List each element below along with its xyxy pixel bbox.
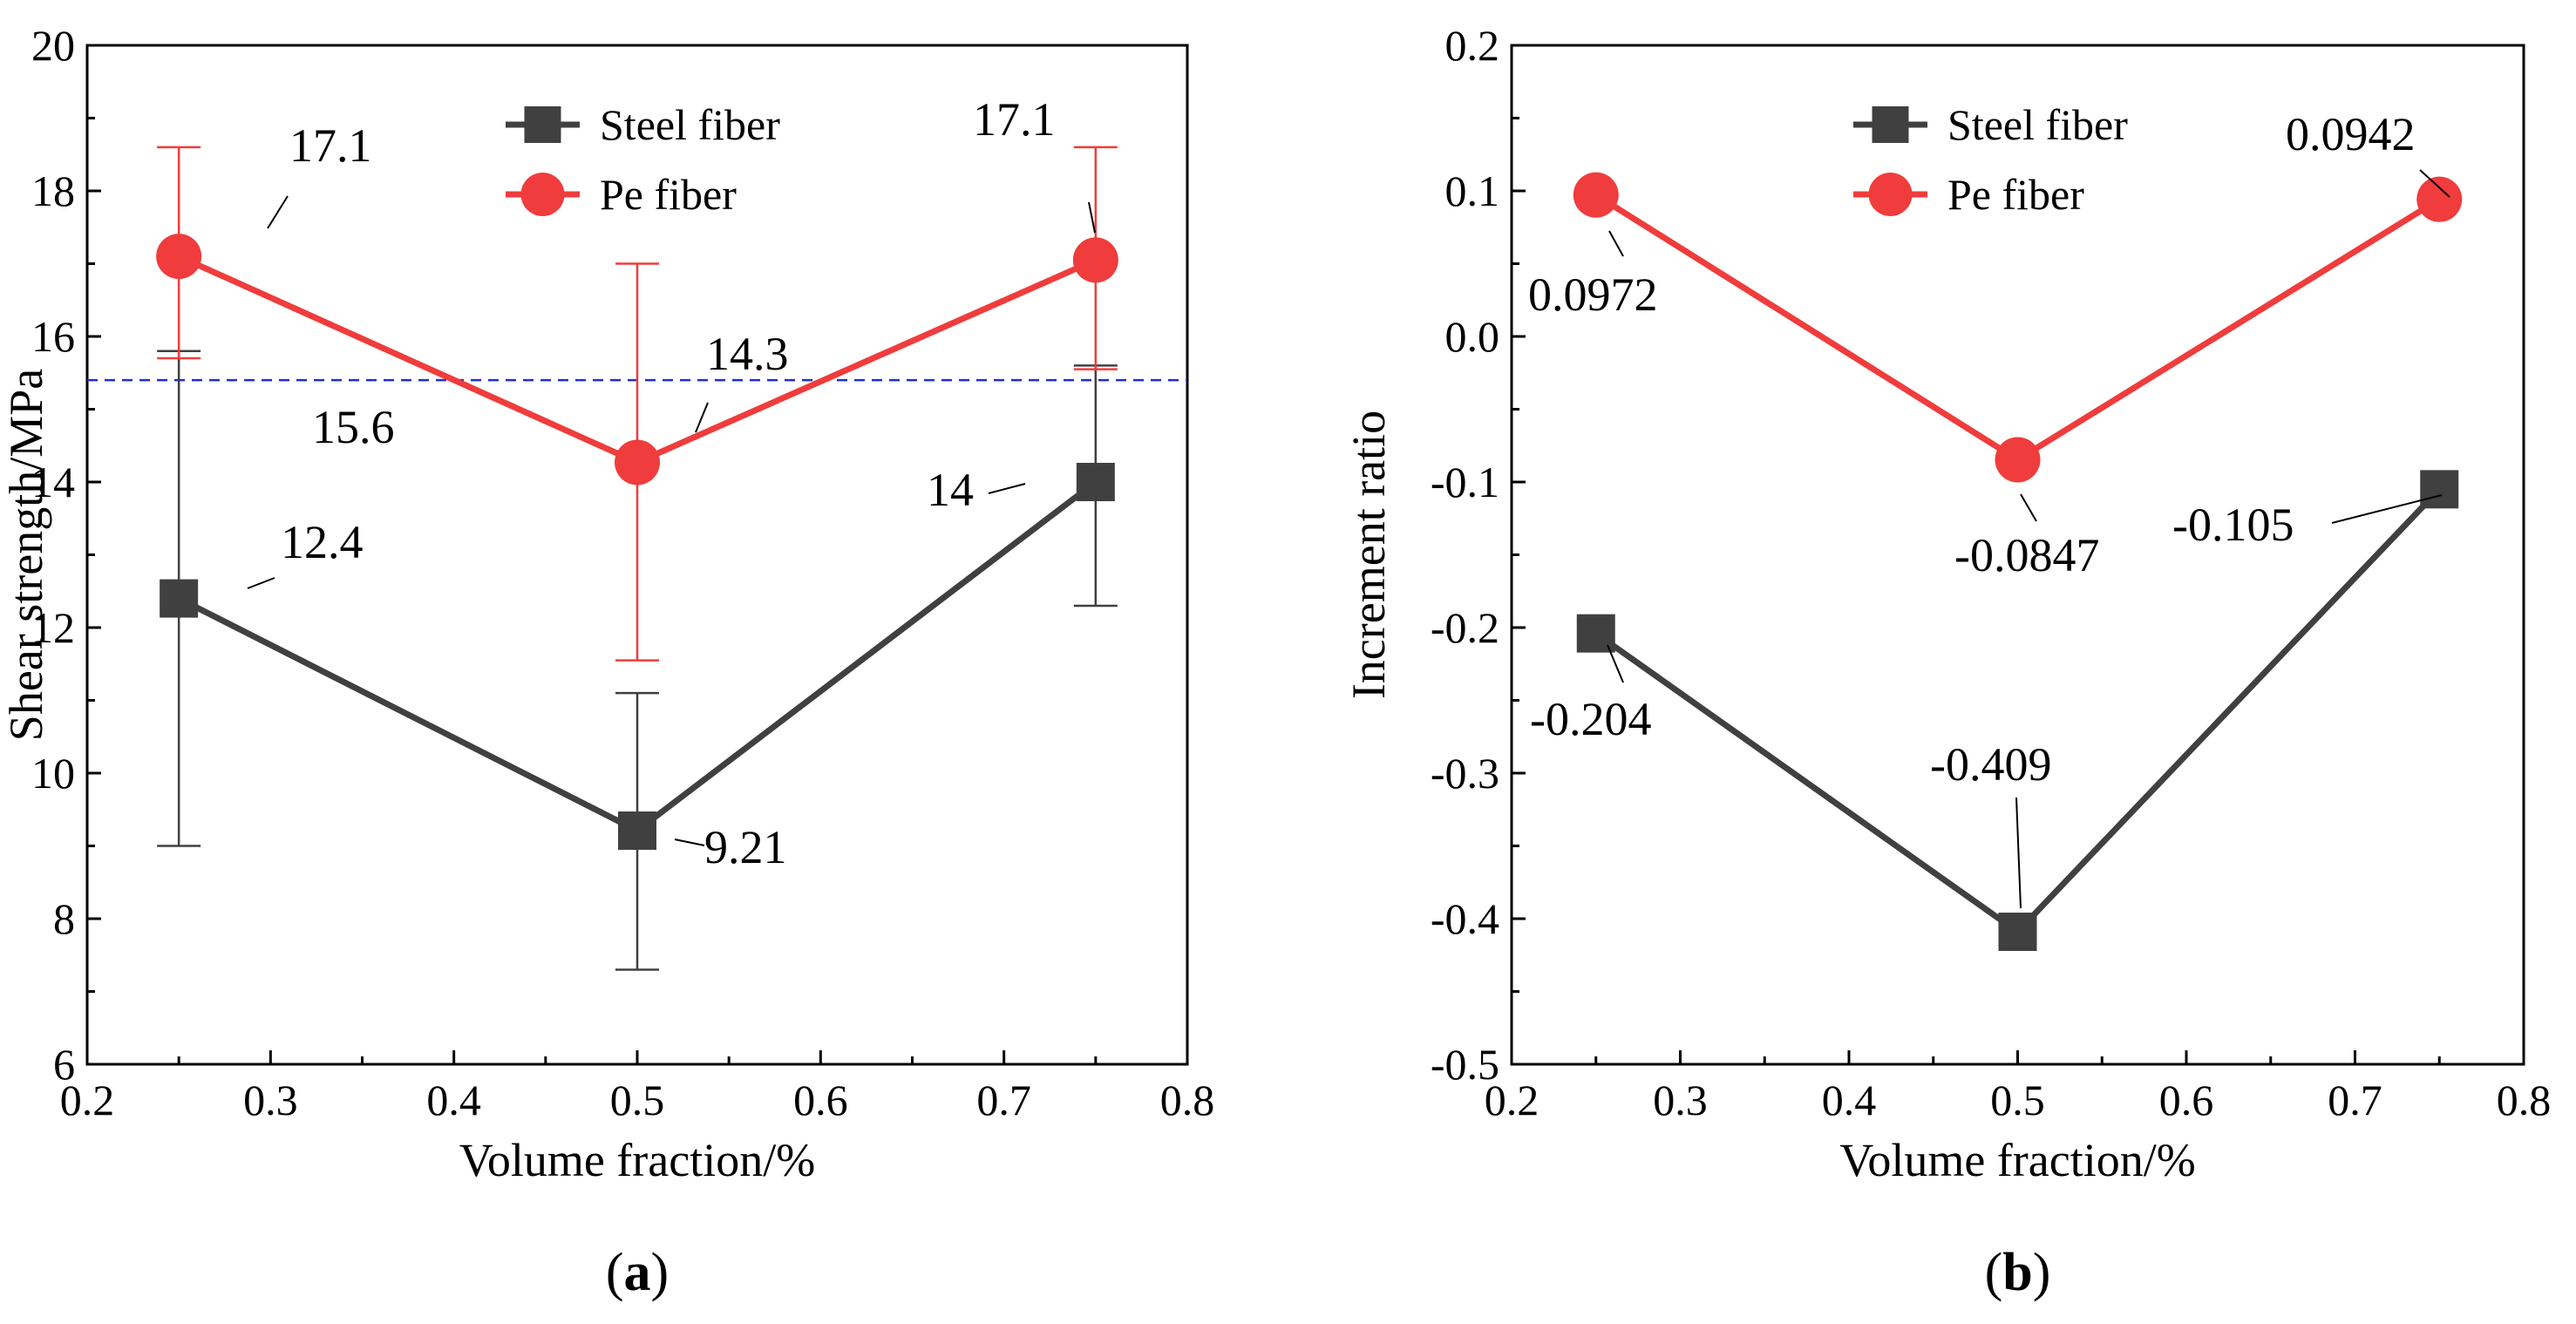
y-tick-label: 14 (31, 458, 75, 506)
legend-label: Steel fiber (1947, 100, 2128, 149)
x-tick-label: 0.4 (1822, 1076, 1877, 1124)
legend-label: Pe fiber (1947, 170, 2084, 219)
y-tick-label: 16 (31, 312, 75, 361)
series-steel-fiber: -0.204 -0.409 -0.105 (1530, 470, 2459, 952)
y-tick-label: 20 (31, 21, 75, 70)
x-tick-label: 0.5 (610, 1076, 665, 1124)
data-point (1573, 172, 1619, 218)
x-tick-label: 0.8 (1160, 1076, 1215, 1124)
y-axis-title: Increment ratio (1342, 411, 1395, 699)
panel-label-letter: a (624, 1243, 651, 1302)
x-tick-label: 0.2 (1485, 1076, 1539, 1124)
data-label: 17.1 (973, 93, 1056, 146)
data-label: 0.0972 (1528, 268, 1658, 321)
y-tick-label: 0.1 (1445, 166, 1500, 215)
data-label-leader (1608, 230, 1624, 257)
x-tick-label: 0.3 (1653, 1076, 1708, 1124)
y-tick-label: 10 (31, 749, 75, 798)
data-label: -0.0847 (1954, 529, 2099, 581)
y-tick-label: 0.0 (1445, 312, 1500, 361)
x-tick-label: 0.5 (1990, 1076, 2045, 1124)
x-tick-label: 0.7 (2328, 1076, 2382, 1124)
data-label: 0.0942 (2286, 108, 2416, 160)
data-label-leader (1607, 644, 1624, 683)
y-tick-label: 18 (31, 166, 75, 215)
x-tick-label: 0.6 (2159, 1076, 2214, 1124)
data-point (160, 579, 199, 618)
legend-marker (1868, 173, 1913, 216)
reference-line-label: 15.6 (312, 401, 395, 453)
data-label-leader (2419, 169, 2450, 198)
panel-label: (a) (606, 1243, 669, 1302)
x-axis-title: Volume fraction/% (1839, 1134, 2195, 1186)
data-point (2416, 176, 2463, 222)
y-tick-label: -0.5 (1431, 1040, 1499, 1089)
x-tick-label: 0.2 (60, 1076, 115, 1124)
x-tick-label: 0.7 (976, 1076, 1031, 1124)
data-label: 14.3 (706, 328, 789, 380)
data-label-leader (695, 402, 709, 433)
data-point (615, 439, 660, 485)
data-point (1576, 614, 1615, 653)
y-tick-label: -0.4 (1431, 894, 1499, 943)
y-tick-label: 6 (53, 1040, 75, 1089)
data-point (2420, 470, 2459, 509)
y-tick-label: -0.3 (1431, 749, 1499, 798)
y-tick-label: -0.2 (1431, 603, 1499, 652)
panel-b: 0.2 0.3 0.4 0.5 0.6 0.7 0.8 -0.5 -0.4 -0.3 -0.2 -0.… (1342, 21, 2551, 1302)
x-tick-label: 0.6 (793, 1076, 848, 1124)
legend: Steel fiber Pe fiber (1853, 100, 2128, 219)
data-label-leader (2020, 493, 2037, 522)
data-label: -0.409 (1930, 738, 2051, 791)
data-point (618, 811, 656, 850)
data-label-leader (988, 483, 1026, 494)
data-point (1995, 437, 2041, 483)
data-label-leader (1088, 201, 1096, 234)
panel-label-open: ( (1985, 1243, 2003, 1302)
data-label: -0.204 (1530, 693, 1651, 745)
legend-label: Pe fiber (600, 170, 737, 219)
x-tick-label: 0.3 (243, 1076, 298, 1124)
legend-marker (520, 173, 565, 216)
data-point (1072, 237, 1118, 283)
y-tick-label: 0.2 (1445, 21, 1500, 70)
series-pe-fiber: 0.0972 -0.0847 0.0942 (1528, 108, 2463, 581)
data-point (1076, 463, 1115, 501)
legend-marker (1872, 106, 1909, 143)
data-label: 9.21 (704, 821, 787, 873)
y-tick-label: 12 (31, 603, 75, 652)
data-label: -0.105 (2172, 499, 2294, 551)
data-label-leader (2015, 797, 2022, 909)
x-tick-label: 0.4 (426, 1076, 481, 1124)
data-label-leader (247, 577, 275, 589)
y-axis-title: Shear strength/MPa (0, 369, 52, 741)
panel-label-open: ( (606, 1243, 624, 1302)
series-pe-fiber: 17.1 14.3 17.1 (156, 93, 1118, 662)
panel-label-letter: b (2002, 1243, 2032, 1302)
data-label-leader (267, 195, 289, 229)
panel-label-close: ) (651, 1243, 669, 1302)
panel-a: 0.2 0.3 0.4 0.5 0.6 0.7 0.8 6 8 10 12 14 16 18 20 Volum… (0, 21, 1214, 1302)
legend: Steel fiber Pe fiber (506, 100, 780, 219)
panel-label: (b) (1985, 1243, 2051, 1302)
legend-marker (524, 106, 561, 143)
y-tick-label: -0.1 (1431, 458, 1499, 506)
x-tick-label: 0.8 (2497, 1076, 2552, 1124)
legend-label: Steel fiber (600, 100, 780, 149)
y-tick-label: 8 (53, 894, 75, 943)
data-label-leader (674, 839, 705, 846)
data-label-leader (2331, 494, 2443, 524)
data-point (1998, 913, 2037, 952)
data-label: 14 (927, 464, 974, 516)
x-axis-title: Volume fraction/% (459, 1134, 815, 1186)
series-steel-fiber: 12.4 9.21 14 (157, 350, 1118, 971)
data-label: 12.4 (281, 516, 364, 568)
data-point (156, 234, 202, 280)
data-label: 17.1 (289, 119, 372, 172)
panel-label-close: ) (2033, 1243, 2051, 1302)
series-line (1594, 192, 2442, 464)
